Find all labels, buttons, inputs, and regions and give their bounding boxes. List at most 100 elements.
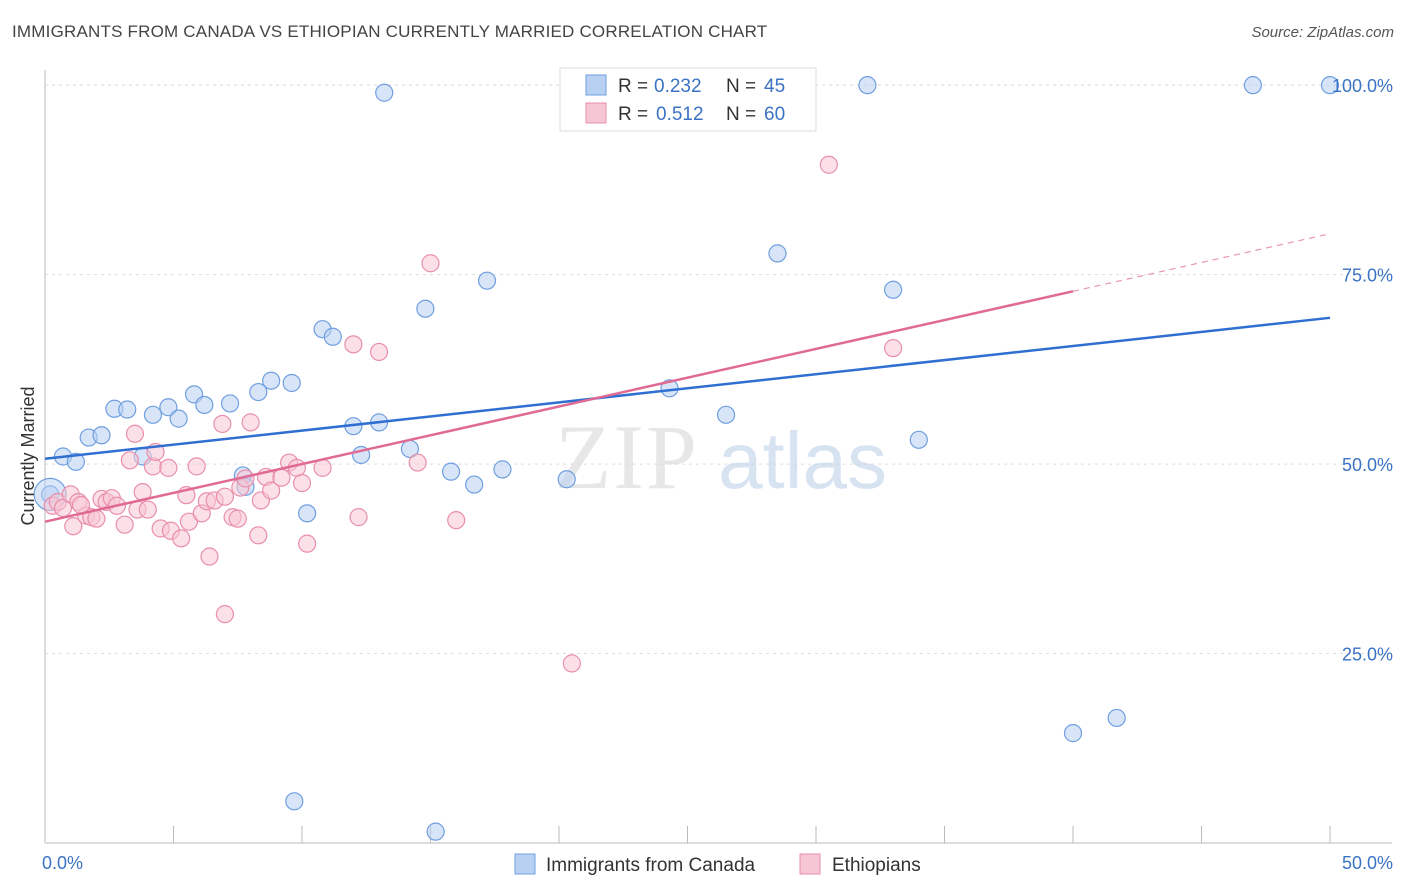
bottom-legend-label-ethiopians: Ethiopians bbox=[832, 855, 921, 876]
ethiopians-point-37 bbox=[249, 526, 268, 545]
ethiopians-point-51 bbox=[408, 453, 427, 472]
ethiopians-point-59 bbox=[71, 495, 91, 515]
ethiopians-point-49 bbox=[349, 508, 368, 527]
legend-n-value-2: 60 bbox=[764, 104, 785, 125]
canada-point-26 bbox=[375, 83, 394, 102]
canada-point-42 bbox=[1107, 708, 1126, 728]
canada-point-40 bbox=[909, 430, 928, 449]
ethiopians-point-12 bbox=[115, 515, 134, 534]
ethiopians-point-13 bbox=[120, 451, 139, 470]
canada-point-13 bbox=[220, 394, 240, 413]
canada-point-17 bbox=[262, 371, 281, 390]
canada-point-29 bbox=[426, 822, 445, 841]
x-tick-marks bbox=[44, 826, 1331, 843]
ethiopians-point-31 bbox=[215, 487, 234, 506]
legend-swatch-pink bbox=[585, 102, 607, 124]
ethiopians-point-16 bbox=[138, 500, 157, 519]
ethiopians-point-44 bbox=[287, 458, 306, 477]
canada-point-8 bbox=[143, 405, 163, 424]
ethiopians-point-30 bbox=[213, 414, 232, 434]
ethiopians-point-48 bbox=[344, 335, 363, 354]
canada-point-44 bbox=[1320, 76, 1340, 95]
bottom-legend: Immigrants from Canada Ethiopians bbox=[514, 853, 921, 876]
ethiopians-point-33 bbox=[228, 509, 247, 528]
ethiopians-point-24 bbox=[179, 512, 199, 531]
bottom-legend-swatch-blue bbox=[514, 853, 536, 875]
ethiopians-point-22 bbox=[172, 529, 191, 548]
canada-point-10 bbox=[169, 409, 188, 428]
bottom-legend-swatch-pink bbox=[799, 853, 821, 875]
x-tick-label-min: 0.0% bbox=[42, 853, 83, 873]
y-tick-label-25: 25.0% bbox=[1342, 645, 1393, 665]
ethiopians-point-57 bbox=[125, 424, 145, 443]
canada-point-6 bbox=[118, 400, 137, 419]
legend-box: R = 0.232 N = 45 R = 0.512 N = 60 bbox=[559, 67, 817, 132]
legend-n-label-1: N = bbox=[726, 76, 756, 97]
canada-point-20 bbox=[298, 504, 317, 523]
canada-point-4 bbox=[92, 426, 111, 445]
canada-point-38 bbox=[858, 76, 877, 95]
ethiopians-point-28 bbox=[200, 547, 219, 566]
ethiopians-point-46 bbox=[298, 534, 317, 553]
ethiopians-point-25 bbox=[187, 457, 206, 476]
ethiopians-point-50 bbox=[370, 342, 389, 362]
series-ethiopians-points bbox=[43, 155, 903, 673]
trend-line-canada bbox=[44, 316, 1331, 461]
chart-title: IMMIGRANTS FROM CANADA VS ETHIOPIAN CURR… bbox=[12, 22, 768, 41]
legend-n-label-2: N = bbox=[726, 104, 756, 125]
y-tick-label-75: 75.0% bbox=[1342, 266, 1393, 286]
watermark-zip: ZIP bbox=[555, 406, 699, 508]
legend-r-label-2: R = bbox=[618, 104, 648, 125]
canada-point-32 bbox=[477, 271, 497, 290]
ethiopians-point-41 bbox=[262, 481, 281, 500]
legend-n-value-1: 45 bbox=[764, 76, 785, 97]
ethiopians-point-55 bbox=[819, 155, 838, 174]
ethiopians-point-56 bbox=[883, 339, 903, 358]
watermark: ZIP atlas bbox=[555, 406, 887, 508]
canada-point-34 bbox=[557, 470, 576, 489]
canada-point-16 bbox=[249, 382, 268, 402]
ethiopians-point-52 bbox=[421, 254, 440, 273]
y-tick-label-50: 50.0% bbox=[1342, 455, 1393, 475]
canada-point-43 bbox=[1243, 76, 1263, 95]
ethiopians-point-40 bbox=[215, 605, 234, 624]
canada-point-30 bbox=[441, 462, 461, 481]
canada-point-33 bbox=[493, 460, 512, 479]
canada-point-28 bbox=[416, 299, 435, 318]
ethiopians-point-4 bbox=[64, 517, 83, 536]
y-tick-labels: 25.0% 50.0% 75.0% 100.0% bbox=[1332, 76, 1393, 664]
canada-point-39 bbox=[883, 280, 903, 299]
canada-point-36 bbox=[716, 405, 736, 424]
x-tick-label-max: 50.0% bbox=[1342, 853, 1393, 873]
series-canada-points bbox=[33, 76, 1340, 841]
y-axis-title: Currently Married bbox=[18, 386, 38, 525]
chart-source: Source: ZipAtlas.com bbox=[1251, 24, 1394, 41]
canada-point-9 bbox=[159, 398, 178, 417]
axes-layer bbox=[44, 70, 1392, 844]
grid-layer bbox=[45, 84, 1392, 655]
ethiopians-point-45 bbox=[292, 473, 312, 493]
canada-point-12 bbox=[195, 395, 214, 415]
ethiopians-point-53 bbox=[447, 511, 466, 530]
trend-line-ethiopians-extension bbox=[1072, 233, 1331, 292]
bottom-legend-label-canada: Immigrants from Canada bbox=[546, 855, 756, 876]
ethiopians-point-54 bbox=[562, 654, 581, 673]
y-tick-label-100: 100.0% bbox=[1332, 76, 1393, 96]
legend-r-value-2: 0.512 bbox=[656, 104, 704, 125]
watermark-atlas: atlas bbox=[718, 416, 887, 505]
legend-r-label-1: R = bbox=[618, 76, 648, 97]
canada-point-19 bbox=[285, 792, 304, 811]
ethiopians-point-42 bbox=[272, 468, 291, 487]
legend-swatch-blue bbox=[585, 74, 607, 96]
canada-point-18 bbox=[282, 373, 301, 393]
legend-r-value-1: 0.232 bbox=[654, 76, 702, 97]
trend-line-ethiopians bbox=[44, 290, 1074, 523]
ethiopians-point-20 bbox=[159, 458, 178, 477]
trend-lines bbox=[44, 233, 1331, 523]
canada-point-41 bbox=[1063, 724, 1083, 743]
canada-point-31 bbox=[465, 475, 484, 494]
ethiopians-point-36 bbox=[241, 413, 260, 432]
canada-point-37 bbox=[768, 244, 787, 263]
canada-point-2 bbox=[66, 452, 85, 471]
